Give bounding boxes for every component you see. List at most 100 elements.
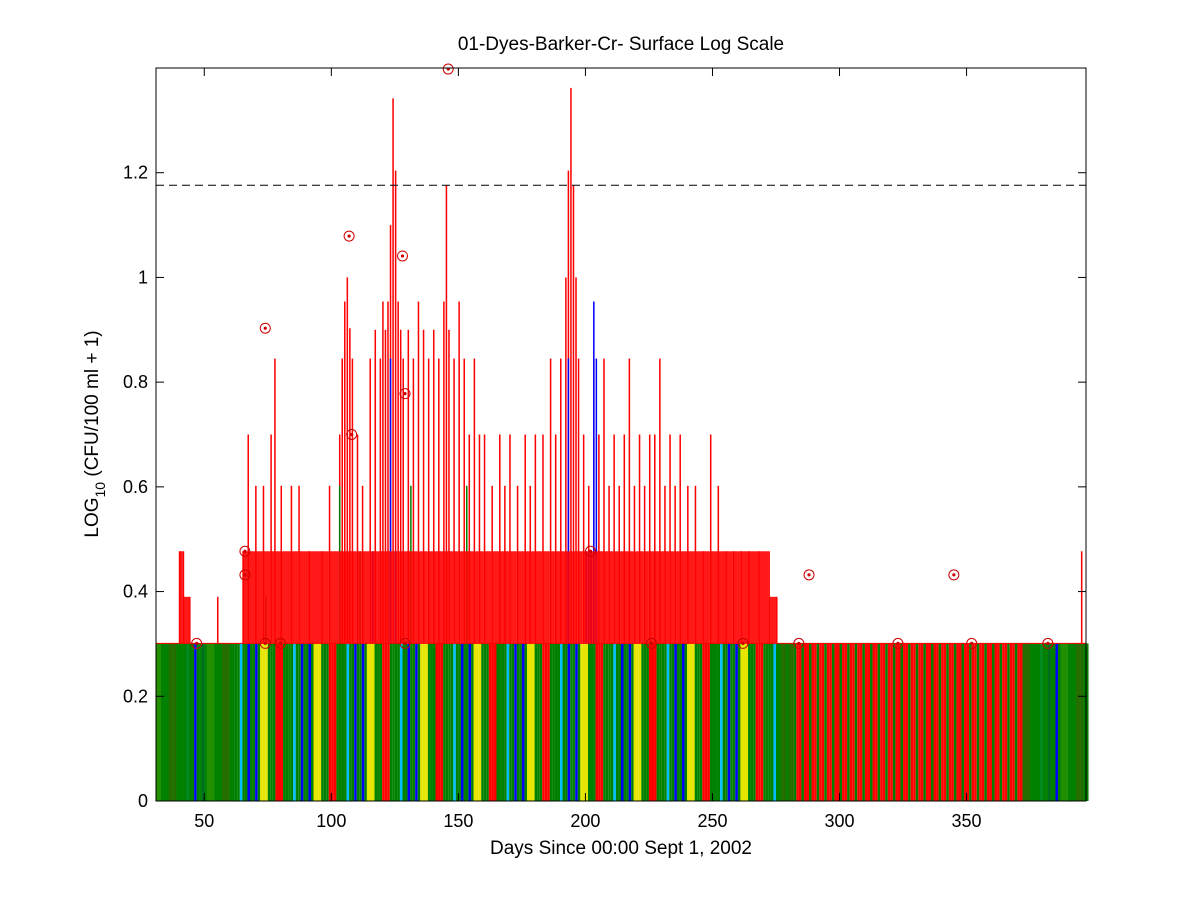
- baseline-bar: [905, 643, 909, 801]
- marker-ring: [239, 545, 251, 557]
- baseline-bar: [290, 643, 294, 801]
- baseline-bar: [514, 643, 517, 801]
- data-band: [717, 551, 726, 644]
- baseline-bar: [806, 643, 810, 801]
- baseline-bar: [577, 643, 581, 801]
- data-bar: [344, 301, 346, 644]
- data-bar: [549, 358, 552, 644]
- marker-point: [793, 637, 805, 649]
- baseline-bar: [570, 643, 573, 801]
- baseline-bar: [725, 643, 728, 801]
- baseline-bar: [844, 643, 848, 801]
- marker-ring: [191, 637, 203, 649]
- data-bar: [593, 301, 595, 644]
- baseline-bar: [427, 643, 431, 801]
- baseline-bar: [526, 643, 530, 801]
- baseline-bar: [397, 643, 400, 801]
- data-band: [628, 551, 634, 644]
- baseline-bar: [946, 643, 949, 801]
- marker-ring: [275, 637, 287, 649]
- data-band: [598, 551, 604, 644]
- baseline-bar: [328, 643, 332, 801]
- baseline-bar: [359, 643, 362, 801]
- baseline-bar: [1055, 643, 1059, 801]
- data-band: [417, 551, 423, 644]
- baseline-bar: [468, 643, 472, 801]
- baseline-block: [776, 643, 794, 801]
- baseline-bar: [562, 643, 566, 801]
- baseline-bar: [242, 643, 245, 801]
- baseline-bar: [961, 643, 965, 801]
- baseline-bar: [735, 643, 738, 801]
- baseline-bar: [969, 643, 972, 801]
- data-bar: [402, 358, 404, 644]
- data-band: [702, 551, 710, 644]
- baseline-bar: [1009, 643, 1013, 801]
- baseline-bar: [405, 643, 408, 801]
- data-band: [499, 551, 505, 644]
- data-band: [529, 551, 535, 644]
- baseline-bar: [923, 643, 926, 801]
- data-band: [445, 551, 449, 644]
- data-band: [587, 551, 594, 644]
- baseline-bar: [323, 643, 327, 801]
- baseline-bar: [580, 643, 583, 801]
- baseline-bar: [742, 643, 746, 801]
- baseline-bar: [425, 643, 428, 801]
- data-bar: [422, 329, 425, 644]
- baseline-bar: [986, 643, 990, 801]
- baseline-bar: [303, 643, 306, 801]
- baseline-bar: [928, 643, 931, 801]
- baseline-bar: [1012, 643, 1015, 801]
- baseline-bar: [763, 643, 766, 801]
- data-band: [298, 551, 309, 644]
- baseline-bar: [552, 643, 555, 801]
- baseline-bar: [882, 643, 886, 801]
- baseline-bar: [521, 643, 525, 801]
- baseline-bar: [1002, 643, 1005, 801]
- data-band: [369, 551, 375, 644]
- marker-point: [259, 322, 271, 334]
- data-band: [748, 551, 759, 644]
- data-band: [255, 551, 263, 644]
- baseline-bar: [836, 643, 840, 801]
- baseline-bar: [351, 643, 355, 801]
- data-band: [478, 551, 484, 644]
- baseline-bar: [631, 643, 634, 801]
- data-band: [603, 551, 609, 644]
- marker-point: [1042, 637, 1054, 649]
- baseline-bar: [974, 643, 977, 801]
- data-band: [582, 551, 588, 644]
- baseline-bar: [643, 643, 647, 801]
- baseline-bar: [374, 643, 378, 801]
- baseline-bar: [476, 643, 479, 801]
- baseline-bar: [450, 643, 454, 801]
- baseline-bar: [341, 643, 345, 801]
- baseline-bar: [605, 643, 609, 801]
- baseline-bar: [753, 643, 756, 801]
- baseline-bar: [852, 643, 855, 801]
- marker-point: [399, 388, 411, 400]
- data-bar: [669, 434, 671, 644]
- data-band: [516, 551, 525, 644]
- y-tick-label: 0.8: [123, 372, 148, 392]
- baseline-bar: [610, 643, 614, 801]
- baseline-bar: [679, 643, 682, 801]
- x-tick-label: 100: [316, 811, 346, 831]
- data-band: [274, 551, 281, 644]
- marker-point: [343, 230, 355, 242]
- data-band: [389, 551, 393, 644]
- data-band: [379, 551, 383, 644]
- data-band: [443, 551, 446, 644]
- baseline-bar: [750, 643, 754, 801]
- data-band: [648, 551, 655, 644]
- baseline-bar: [1017, 643, 1020, 801]
- baseline-bar: [305, 643, 309, 801]
- baseline-bar: [707, 643, 710, 801]
- marker-ring: [399, 388, 411, 400]
- baseline-bar: [1019, 643, 1023, 801]
- plot-area: 50 100 150 200 250 300 350 0 0.2 0.4 0.6 0.8 1 1.2: [123, 63, 1089, 831]
- data-band: [270, 551, 275, 644]
- baseline-bar: [1083, 643, 1086, 801]
- baseline-bar: [834, 643, 837, 801]
